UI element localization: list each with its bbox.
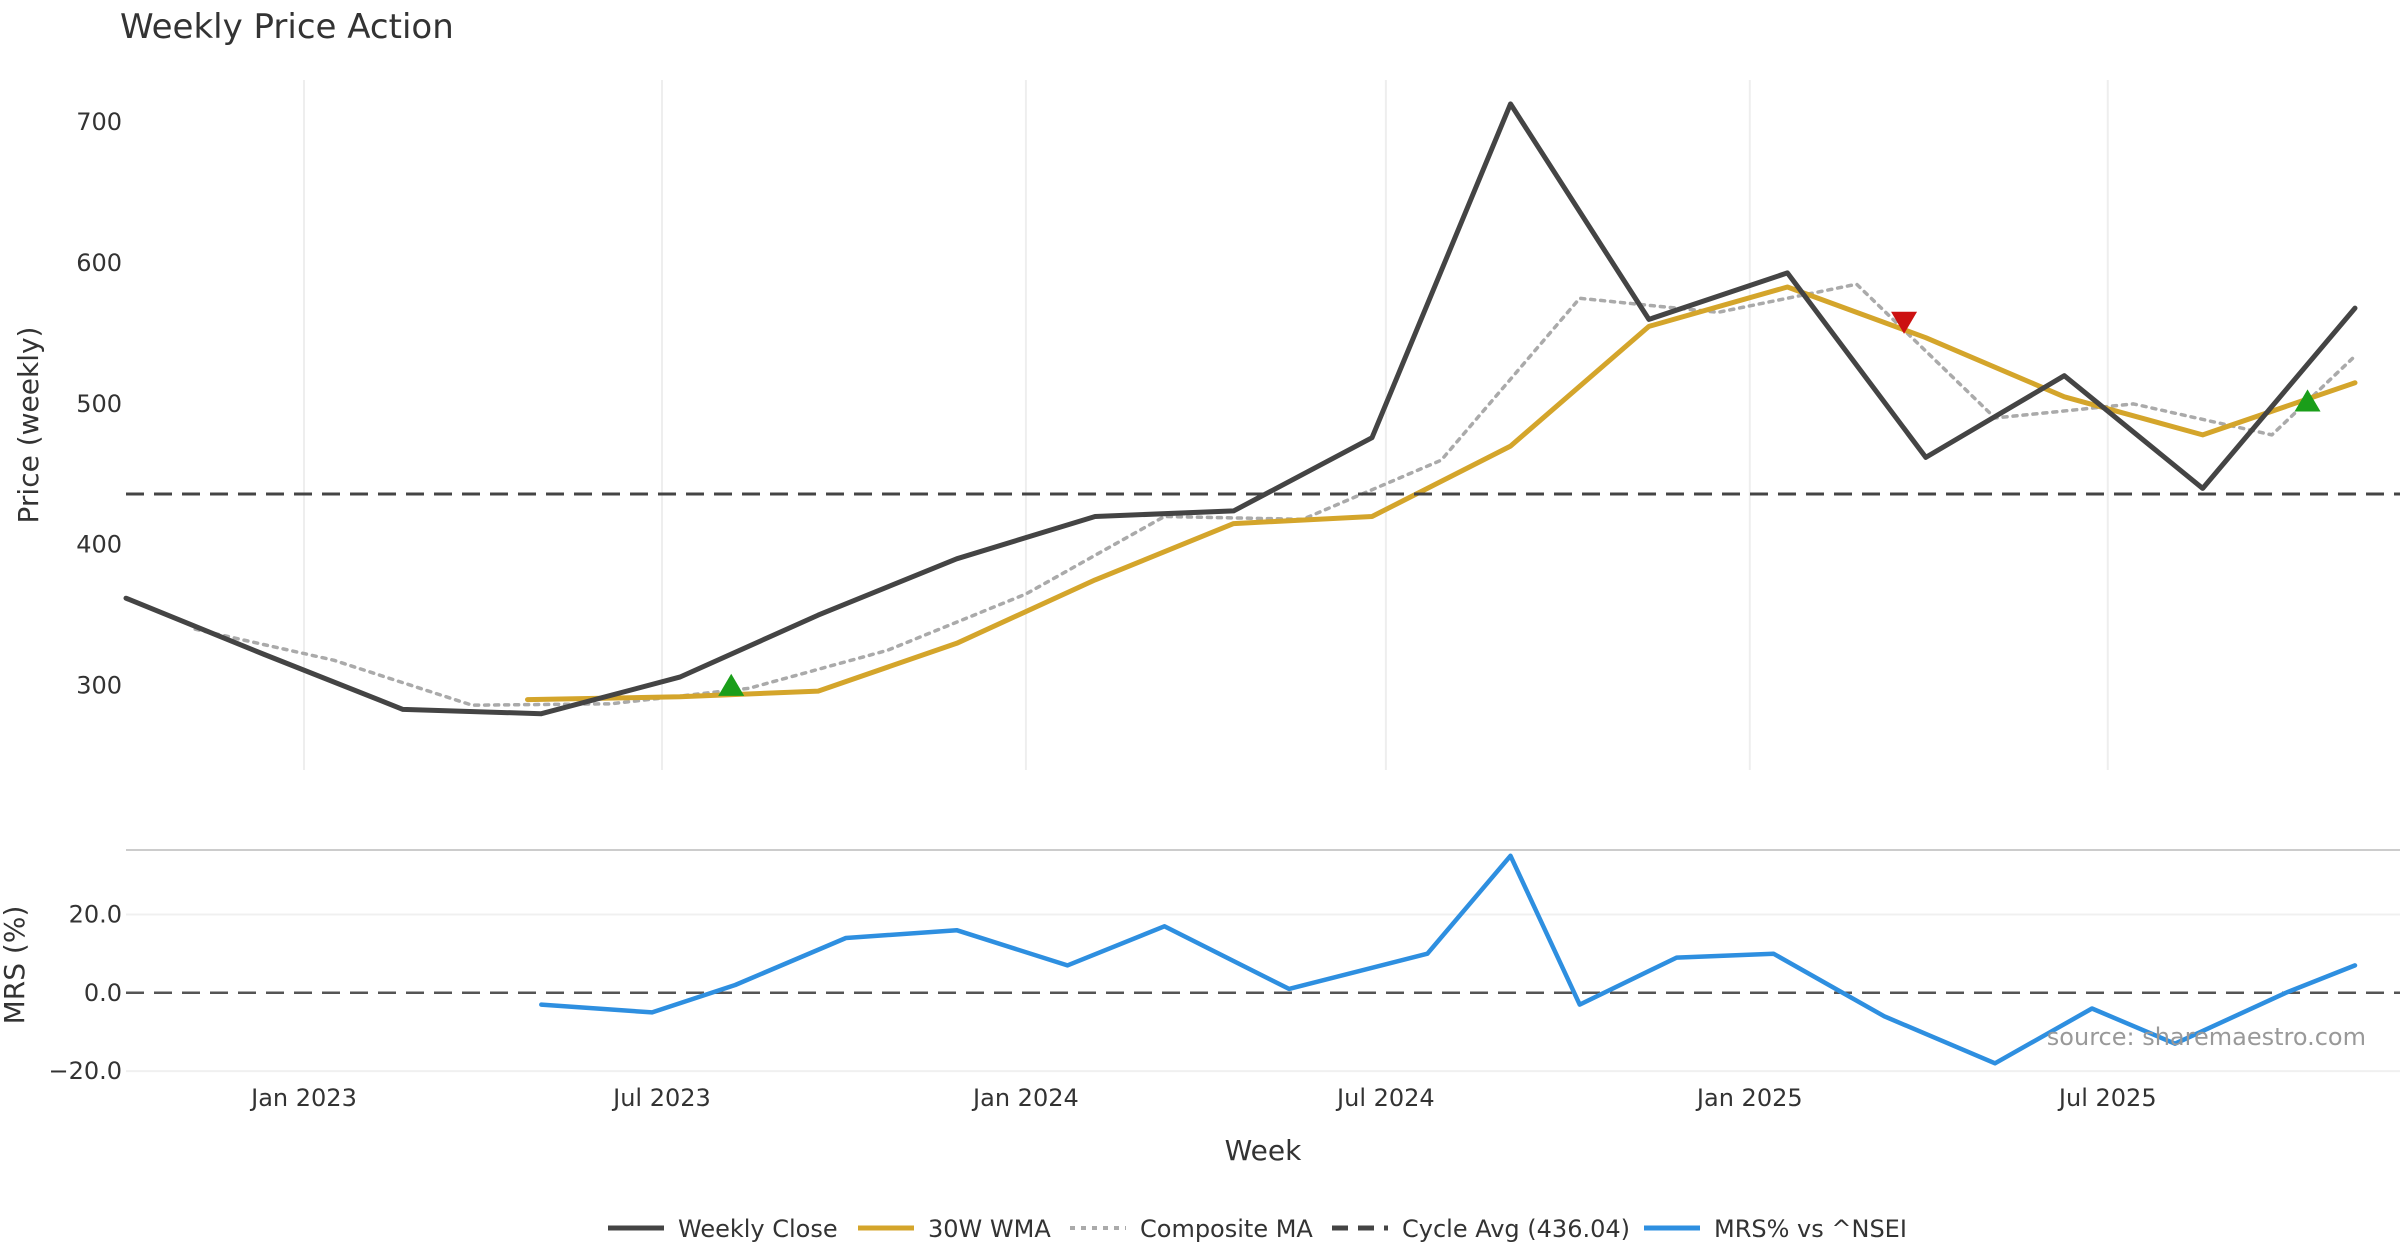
x-tick-label: Jul 2024: [1335, 1084, 1435, 1112]
price-panel-grid: [303, 80, 2109, 770]
x-tick-label: Jan 2024: [971, 1084, 1079, 1112]
buy-signal-marker: [718, 673, 745, 696]
x-tick-label: Jan 2023: [249, 1084, 357, 1112]
legend-label: Composite MA: [1140, 1215, 1313, 1243]
x-tick-label: Jan 2025: [1695, 1084, 1803, 1112]
mrs-panel-grid: [126, 913, 2400, 1073]
x-tick-label: Jul 2025: [2057, 1084, 2157, 1112]
price-y-tick-label: 300: [76, 672, 122, 700]
x-axis-ticks: Jan 2023 Jul 2023 Jan 2024 Jul 2024 Jan 2025…: [249, 1084, 2156, 1112]
mrs-y-tick-label: 20.0: [69, 901, 122, 929]
chart-title: Weekly Price Action: [120, 7, 454, 47]
buy-signal-marker: [2294, 389, 2321, 412]
weekly-close-line: [123, 101, 2358, 717]
price-y-tick-label: 700: [76, 108, 122, 136]
legend-label: MRS% vs ^NSEI: [1714, 1215, 1907, 1243]
price-y-tick-label: 500: [76, 390, 122, 418]
x-axis-label: Week: [1225, 1134, 1302, 1167]
price-y-tick-label: 600: [76, 249, 122, 277]
mrs-y-tick-label: 0.0: [84, 979, 122, 1007]
mrs-axis-label: MRS (%): [0, 906, 31, 1025]
source-note: source: sharemaestro.com: [2047, 1023, 2366, 1051]
mrs-series: [539, 853, 2358, 1066]
price-axis-label: Price (weekly): [12, 327, 45, 524]
legend-label: 30W WMA: [928, 1215, 1051, 1243]
mrs-line: [539, 853, 2358, 1066]
price-y-ticks: 300 400 500 600 700: [76, 108, 122, 699]
legend: Weekly Close 30W WMA Composite MA Cycle Avg…: [608, 1215, 1907, 1243]
mrs-y-tick-label: −20.0: [48, 1057, 122, 1085]
sell-signal-marker: [1891, 311, 1918, 334]
price-y-tick-label: 400: [76, 531, 122, 559]
legend-label: Cycle Avg (436.04): [1402, 1215, 1630, 1243]
signal-markers: [718, 311, 2321, 696]
mrs-y-ticks: 20.0 0.0 −20.0: [48, 901, 122, 1086]
price-series: [123, 101, 2400, 717]
x-tick-label: Jul 2023: [611, 1084, 711, 1112]
legend-label: Weekly Close: [678, 1215, 838, 1243]
